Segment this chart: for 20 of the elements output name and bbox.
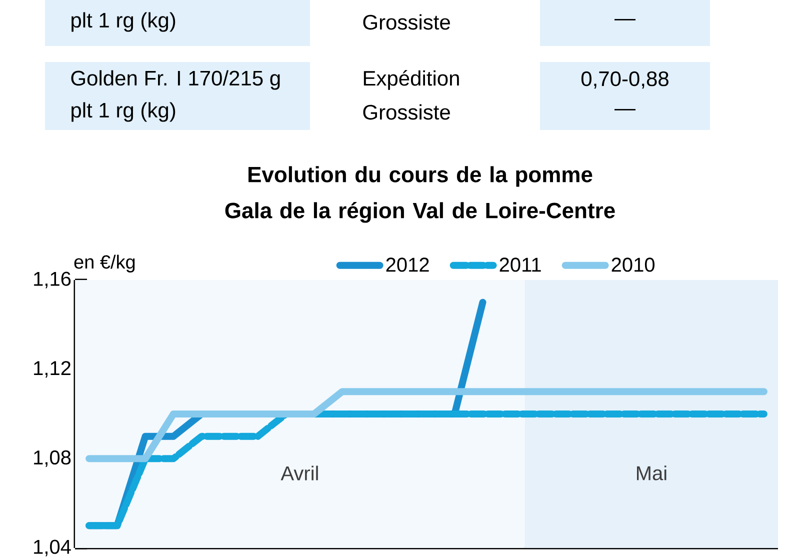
- text: plt 1 rg (kg): [72, 102, 176, 122]
- y-tick-label: 1,08: [34, 450, 71, 468]
- annotation: Avril: [280, 466, 318, 480]
- y-tick-label: 1,12: [34, 361, 70, 378]
- y-tick-label: 1,04: [34, 540, 71, 556]
- annotation: Mai: [636, 466, 666, 480]
- text: Grossiste: [363, 104, 450, 120]
- text: Expédition: [364, 70, 459, 90]
- legend-label: 2011: [500, 258, 541, 272]
- legend-label: 2012: [386, 258, 429, 272]
- text: Golden Fr. I 170/215 g: [71, 70, 280, 90]
- chart-title: Evolution du cours de la pomme Gala de la région Val de Loire-Centre: [225, 166, 615, 223]
- y-axis-title: en €/kg: [74, 254, 135, 273]
- y-tick-label: 1,16: [34, 272, 71, 288]
- text: —: [614, 109, 636, 111]
- text: plt 1 rg (kg): [72, 12, 176, 32]
- text: Grossiste: [363, 14, 450, 30]
- text: —: [614, 19, 636, 21]
- text: 0,70-0,88: [581, 72, 668, 89]
- legend-label: 2010: [612, 258, 654, 272]
